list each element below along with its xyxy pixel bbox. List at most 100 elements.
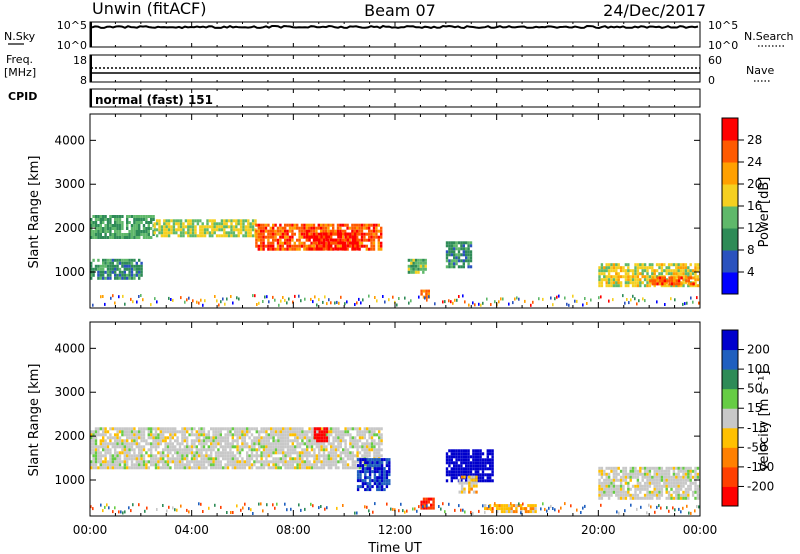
heatmap-cell	[598, 493, 601, 497]
heatmap-cell	[223, 231, 226, 235]
heatmap-cell	[133, 230, 136, 233]
heatmap-cell	[106, 448, 110, 452]
heatmap-cell	[691, 469, 695, 473]
heatmap-cell	[92, 230, 95, 233]
heatmap-cell	[174, 457, 177, 461]
heatmap-cell	[584, 297, 586, 300]
heatmap-cell	[286, 463, 290, 467]
heatmap-cell	[267, 451, 270, 455]
heatmap-cell	[582, 506, 584, 510]
heatmap-cell	[198, 427, 201, 431]
heatmap-cell	[327, 460, 330, 464]
heatmap-cell	[619, 266, 623, 270]
heatmap-cell	[196, 222, 200, 226]
heatmap-cell	[376, 299, 378, 303]
heatmap-cell	[162, 460, 165, 464]
heatmap-cell	[106, 267, 110, 271]
heatmap-cell	[318, 433, 321, 437]
heatmap-cell	[130, 267, 134, 271]
heatmap-cell	[658, 487, 661, 491]
heatmap-cell	[296, 223, 299, 227]
heatmap-cell	[248, 448, 251, 452]
heatmap-cell	[140, 264, 143, 268]
heatmap-cell	[198, 502, 200, 506]
heatmap-cell	[224, 457, 227, 461]
y-tick-label: 2000	[54, 429, 85, 443]
heatmap-cell	[256, 303, 258, 306]
heatmap-cell	[163, 231, 166, 235]
heatmap-cell	[360, 229, 364, 233]
heatmap-cell	[667, 490, 671, 494]
heatmap-cell	[128, 267, 131, 271]
heatmap-cell	[140, 433, 143, 437]
heatmap-cell	[183, 463, 186, 467]
heatmap-cell	[457, 265, 461, 269]
heatmap-cell	[128, 457, 131, 461]
heatmap-cell	[234, 439, 237, 443]
heatmap-cell	[130, 230, 134, 233]
heatmap-cell	[133, 463, 136, 467]
heatmap-cell	[698, 505, 700, 509]
heatmap-cell	[159, 436, 162, 440]
heatmap-cell	[111, 457, 114, 461]
heatmap-cell	[327, 466, 330, 470]
heatmap-cell	[135, 264, 138, 268]
heatmap-cell	[193, 466, 196, 470]
heatmap-cell	[630, 298, 632, 302]
heatmap-cell	[167, 234, 171, 238]
heatmap-cell	[544, 507, 546, 511]
heatmap-cell	[366, 454, 369, 458]
heatmap-cell	[236, 439, 239, 443]
heatmap-cell	[422, 506, 426, 510]
heatmap-cell	[262, 427, 266, 431]
heatmap-cell	[94, 448, 98, 452]
heatmap-cell	[308, 445, 311, 449]
heatmap-cell	[308, 451, 311, 455]
heatmap-cell	[318, 454, 321, 458]
heatmap-cell	[167, 219, 171, 223]
heatmap-cell	[241, 457, 244, 461]
heatmap-cell	[656, 282, 659, 286]
heatmap-cell	[484, 479, 487, 483]
heatmap-cell	[670, 466, 673, 470]
heatmap-cell	[590, 298, 592, 302]
heatmap-cell	[202, 430, 206, 434]
heatmap-cell	[244, 234, 248, 238]
heatmap-cell	[358, 430, 362, 434]
heatmap-cell	[469, 241, 473, 245]
heatmap-cell	[291, 433, 294, 437]
heatmap-cell	[236, 427, 239, 431]
heatmap-cell	[612, 281, 616, 285]
heatmap-cell	[296, 457, 299, 461]
heatmap-cell	[486, 479, 489, 483]
heatmap-cell	[448, 461, 451, 465]
heatmap-cell	[145, 230, 148, 233]
heatmap-cell	[349, 235, 352, 239]
heatmap-cell	[346, 430, 350, 434]
heatmap-cell	[371, 464, 374, 468]
heatmap-cell	[351, 235, 354, 239]
heatmap-cell	[368, 430, 371, 434]
heatmap-cell	[617, 266, 620, 270]
heatmap-cell	[516, 296, 518, 300]
heatmap-cell	[296, 244, 299, 248]
heatmap-cell	[152, 445, 155, 449]
heatmap-cell	[180, 296, 182, 300]
heatmap-cell	[373, 445, 376, 449]
heatmap-cell	[346, 454, 350, 458]
heatmap-cell	[152, 442, 155, 446]
heatmap-cell	[296, 466, 299, 470]
heatmap-cell	[157, 445, 160, 449]
heatmap-cell	[114, 433, 117, 437]
heatmap-cell	[286, 427, 290, 431]
heatmap-cell	[524, 299, 526, 303]
heatmap-cell	[126, 258, 129, 262]
heatmap-cell	[109, 230, 112, 233]
heatmap-cell	[408, 301, 410, 305]
heatmap-cell	[457, 458, 461, 462]
heatmap-cell	[373, 439, 376, 443]
heatmap-cell	[348, 244, 352, 248]
heatmap-cell	[176, 436, 179, 440]
heatmap-cell	[210, 445, 213, 449]
heatmap-cell	[169, 460, 172, 464]
